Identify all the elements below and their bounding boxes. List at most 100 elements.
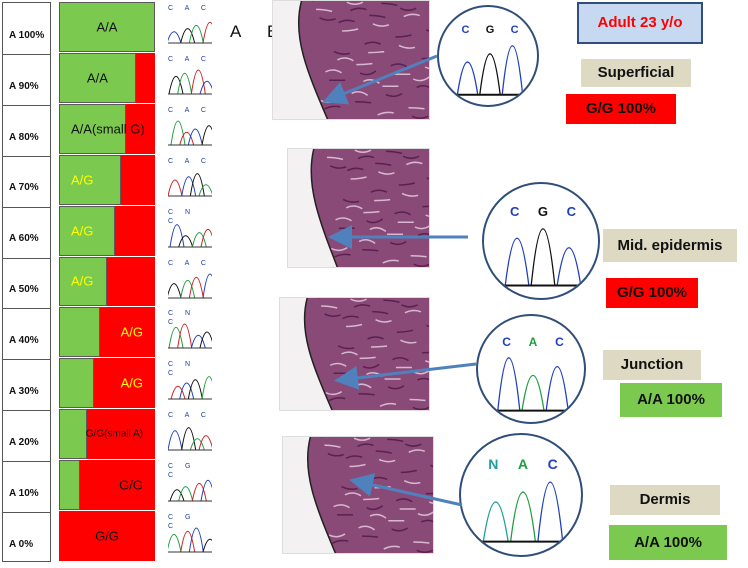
base-call: G [485, 24, 495, 37]
ruler-tick [3, 410, 50, 412]
base-call: G [537, 204, 549, 220]
chromatogram-bases: C A C [168, 55, 211, 63]
allele-bar: G/G(small A) [59, 409, 155, 460]
base-call: C [555, 334, 564, 349]
genotype-label: A/G [71, 172, 94, 188]
genotype-result: A/A 100% [609, 525, 727, 560]
percent-label: A 0% [9, 538, 34, 550]
chromatogram-trace [168, 120, 217, 146]
title-text: Adult 23 y/o [597, 14, 683, 31]
chromatogram-thumbnail: C A C [168, 55, 215, 97]
chromatogram-bases: C N C [168, 310, 196, 327]
a-allele-fill [59, 409, 87, 460]
chromatogram-bases: C N C [168, 361, 196, 378]
allele-bar: A/G [59, 154, 155, 205]
g-allele-fill [93, 358, 155, 409]
base-call: C [509, 204, 520, 220]
chromatogram-trace [168, 324, 215, 349]
chromatogram-thumbnail: C G C [168, 462, 216, 504]
allele-fraction-bars: A/A A/A A/A(small G) A/G A/G A/G A/G A/G G/G(sma… [59, 2, 155, 562]
allele-bar: A/G [59, 256, 155, 307]
chromatogram-bases: C A C [168, 412, 211, 420]
g-allele-fill [135, 52, 155, 103]
a-allele-fill [59, 358, 94, 409]
chromatogram-thumbnail: C N C [168, 360, 217, 402]
chromatogram-thumbnail: C N C [168, 208, 216, 250]
genotype-label: A/G [71, 223, 94, 239]
chromatogram-trace [168, 376, 217, 400]
ruler-tick [3, 155, 50, 157]
genotype-label: A/G [120, 375, 143, 391]
ruler-tick [3, 461, 50, 463]
allele-bar: G/G [59, 460, 155, 511]
percent-label: A 60% [9, 233, 39, 245]
base-call: A [528, 334, 538, 349]
percent-label: A 10% [9, 487, 39, 499]
percent-label: A 40% [9, 335, 39, 347]
chromatogram-trace [167, 427, 214, 451]
ruler-tick [3, 308, 50, 310]
allele-bar: G/G [59, 511, 155, 561]
a-allele-fill [59, 307, 101, 358]
a-allele-fill [59, 2, 155, 52]
chromatogram-trace [168, 224, 216, 248]
chromatogram-trace [168, 479, 216, 502]
panel-a-label: A [230, 22, 242, 41]
a-allele-fill [59, 103, 127, 154]
ruler-tick [3, 206, 50, 208]
ruler-tick [3, 512, 50, 514]
g-allele-fill [107, 256, 155, 307]
genotype-label: A/A(small G) [71, 121, 145, 137]
histology-image [272, 0, 430, 120]
a-allele-fill [59, 205, 115, 256]
chromatogram-thumbnail: C A C [166, 4, 218, 46]
chromatogram-thumbnail: C G C [166, 513, 218, 555]
ruler-tick [3, 53, 50, 55]
chromatogram-thumbnail: C A C [167, 157, 214, 199]
title-box: Adult 23 y/o [577, 2, 703, 44]
percent-label: A 20% [9, 436, 39, 448]
chromatogram-trace [166, 21, 218, 44]
genotype-result: G/G 100% [606, 278, 698, 308]
chromatogram-bases: C G C [168, 463, 196, 480]
percent-ruler: A 100% A 90% A 80% A 70% A 60% A 50% A 40% A 30… [2, 2, 51, 562]
chromatogram-thumbnail: C N C [168, 309, 215, 351]
percent-label: A 80% [9, 131, 39, 143]
tissue-label: Mid. epidermis [603, 229, 737, 262]
g-allele-fill [126, 103, 155, 154]
ruler-tick [3, 104, 50, 106]
g-allele-fill [114, 205, 155, 256]
genotype-label: A/A [86, 70, 108, 86]
base-call: C [510, 24, 519, 37]
genotype-label: G/G [119, 477, 143, 493]
chromatogram-thumbnail: C A C [167, 411, 214, 453]
chromatogram-bases: C A C [168, 259, 211, 267]
chromatogram-bases: C N C [168, 208, 196, 225]
base-call: C [566, 204, 577, 220]
genotype-result: A/A 100% [620, 383, 722, 417]
tissue-label: Superficial [581, 59, 691, 87]
base-call: N [488, 456, 499, 473]
chromatogram-bases: C A C [168, 5, 211, 12]
histology-image [287, 148, 430, 268]
g-allele-fill [121, 154, 155, 205]
g-allele-fill [80, 460, 155, 511]
chromatogram-trace [166, 527, 218, 553]
genotype-label: A/A [96, 19, 118, 35]
a-allele-fill [59, 52, 136, 103]
chromatogram-trace [167, 173, 214, 197]
a-allele-fill [59, 256, 107, 307]
allele-bar: A/G [59, 205, 155, 256]
ruler-tick [3, 359, 50, 361]
genotype-result: G/G 100% [566, 94, 676, 124]
base-call: C [502, 334, 511, 349]
chromatogram-bases: C A C [168, 157, 211, 165]
g-allele-fill [100, 307, 155, 358]
a-allele-fill [59, 460, 81, 511]
histology-image [279, 297, 430, 411]
ruler-tick [3, 257, 50, 259]
g-allele-fill [86, 409, 155, 460]
